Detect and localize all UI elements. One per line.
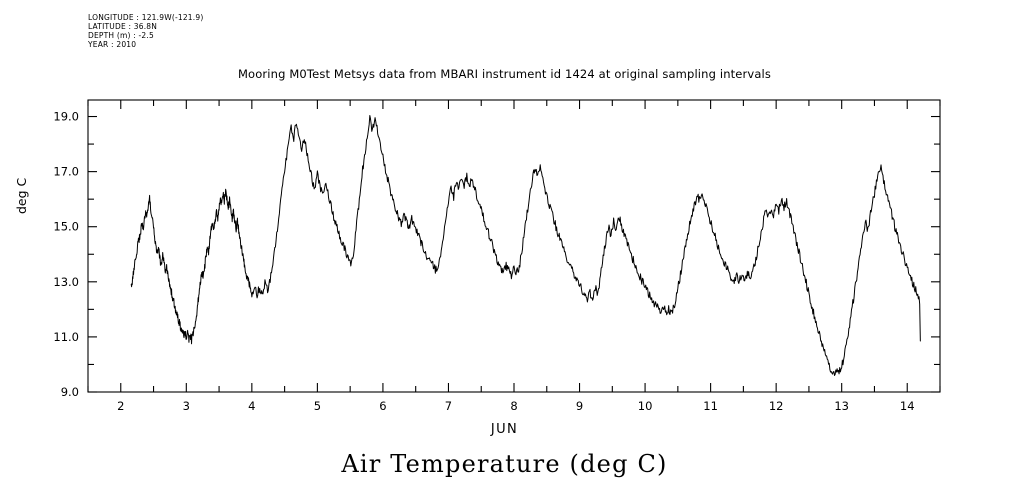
svg-text:19.0: 19.0 <box>53 110 79 124</box>
svg-text:10: 10 <box>638 399 653 413</box>
bottom-title: Air Temperature (deg C) <box>341 450 668 478</box>
svg-text:11.0: 11.0 <box>53 330 79 344</box>
metadata-block: LONGITUDE : 121.9W(-121.9) LATITUDE : 36… <box>88 13 204 50</box>
svg-text:9: 9 <box>576 399 583 413</box>
data-series-group <box>130 114 921 376</box>
svg-text:4: 4 <box>248 399 255 413</box>
svg-text:12: 12 <box>769 399 784 413</box>
metadata-year: YEAR : 2010 <box>88 39 137 49</box>
svg-text:5: 5 <box>314 399 321 413</box>
svg-text:8: 8 <box>510 399 517 413</box>
svg-text:3: 3 <box>183 399 190 413</box>
svg-text:11: 11 <box>703 399 718 413</box>
svg-text:13: 13 <box>834 399 849 413</box>
svg-text:17.0: 17.0 <box>53 165 79 179</box>
svg-text:6: 6 <box>379 399 386 413</box>
chart-title: Mooring M0Test Metsys data from MBARI in… <box>237 67 772 81</box>
svg-text:13.0: 13.0 <box>53 275 79 289</box>
svg-text:2: 2 <box>117 399 124 413</box>
svg-text:7: 7 <box>445 399 452 413</box>
metadata-longitude: LONGITUDE : 121.9W(-121.9) <box>88 13 204 22</box>
svg-text:15.0: 15.0 <box>53 220 79 234</box>
svg-text:9.0: 9.0 <box>61 385 79 399</box>
plot-frame <box>87 99 941 393</box>
y-axis-ticks: 9.0 11.0 13.0 15.0 17.0 19.0 <box>53 110 940 399</box>
metadata-latitude: LATITUDE : 36.8N <box>88 21 158 31</box>
metadata-depth: DEPTH (m) : -2.5 <box>88 30 154 40</box>
svg-text:14: 14 <box>900 399 915 413</box>
x-axis-ticks: 2 3 4 5 6 7 8 9 10 11 12 13 14 <box>87 100 941 413</box>
x-axis-label: JUN <box>490 422 519 437</box>
